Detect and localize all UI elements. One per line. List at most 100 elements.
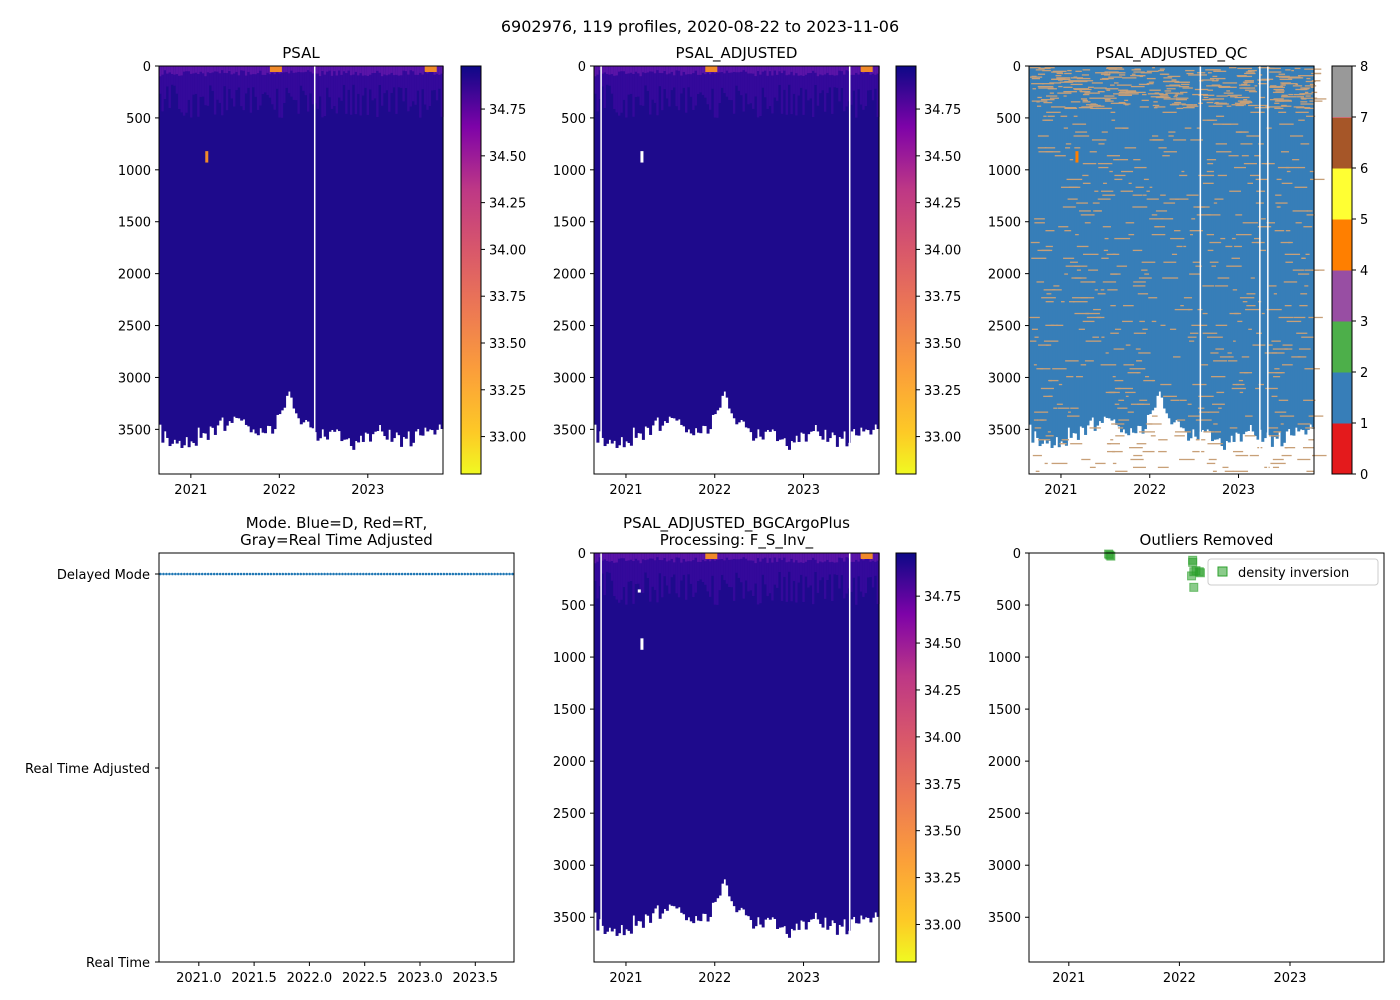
qc-flag-speck: [1102, 194, 1116, 196]
surface-layer: [309, 66, 313, 94]
colorbar-gradient: [461, 66, 481, 474]
qc-flag-speck: [1281, 364, 1293, 366]
mode-marker: [496, 572, 499, 576]
surface-layer: [768, 553, 772, 594]
surface-layer: [862, 66, 866, 110]
profile-column: [687, 66, 691, 430]
qc-flag-speck: [1034, 427, 1042, 429]
qc-flag-speck: [1169, 328, 1177, 330]
qc-flag-speck: [1128, 233, 1135, 236]
surface-layer: [629, 66, 633, 94]
mode-marker: [227, 572, 231, 576]
profile-column: [754, 553, 758, 927]
surface-layer: [831, 553, 835, 602]
surface-layer: [778, 66, 782, 85]
surface-layer: [651, 553, 655, 559]
surface-layer: [718, 66, 722, 104]
mode-marker: [463, 572, 467, 576]
surface-layer: [395, 66, 399, 75]
surface-layer: [275, 66, 279, 89]
qc-flag-speck: [1305, 427, 1315, 429]
surface-layer: [871, 66, 875, 101]
qc-flag-speck: [1285, 230, 1291, 232]
profile-column: [1261, 66, 1265, 442]
surface-layer: [673, 553, 677, 575]
mode-marker: [436, 572, 440, 576]
surface-layer: [711, 553, 715, 576]
surface-layer: [838, 553, 842, 589]
mode-marker: [296, 572, 300, 576]
qc-flag-speck: [1272, 466, 1280, 469]
profile-column: [653, 66, 657, 421]
profile-column: [1146, 66, 1150, 415]
qc-flag-speck: [1097, 293, 1106, 295]
surface-layer: [326, 66, 330, 88]
qc-flag-speck: [1082, 174, 1089, 177]
profile-column: [768, 553, 772, 920]
profile-column: [732, 553, 736, 907]
qc-flag-speck: [1297, 356, 1307, 358]
surface-layer: [603, 553, 607, 560]
profile-column: [1275, 66, 1279, 439]
qc-flag-speck: [1118, 89, 1129, 91]
qc-flag-speck: [1281, 94, 1288, 96]
qc-flag-speck: [1151, 233, 1166, 236]
surface-layer: [620, 553, 624, 559]
qc-flag-speck: [1232, 470, 1249, 472]
surface-layer: [199, 66, 203, 72]
surface-layer: [194, 66, 198, 94]
qc-flag-speck: [1250, 111, 1265, 113]
panel-title: PSAL_ADJUSTED: [676, 44, 798, 63]
qc-flag-speck: [1148, 81, 1155, 83]
surface-layer: [594, 553, 597, 564]
qc-flag-speck: [1268, 435, 1280, 437]
qc-flag-speck: [1112, 450, 1116, 453]
surface-layer: [823, 66, 827, 112]
profile-column: [874, 66, 878, 425]
surface-layer: [649, 66, 653, 72]
surface-layer: [204, 66, 208, 77]
qc-flag-speck: [1270, 85, 1277, 87]
qc-flag-speck: [1117, 72, 1126, 74]
mode-marker: [317, 572, 320, 576]
profile-column: [680, 553, 684, 913]
y-tick-label: 2500: [988, 807, 1021, 822]
profile-column: [764, 66, 768, 432]
qc-flag-speck: [1255, 178, 1268, 181]
qc-flag-speck: [1101, 257, 1109, 259]
profile-column: [163, 66, 167, 432]
mode-marker: [293, 572, 297, 576]
qc-flag-speck: [1181, 83, 1190, 86]
surface-layer: [240, 66, 244, 107]
profile-column: [244, 66, 248, 425]
profile-column: [235, 66, 239, 418]
surface-layer: [641, 553, 645, 593]
qc-flag-speck: [1130, 85, 1145, 88]
surface-layer: [720, 553, 724, 575]
surface-layer: [867, 66, 871, 91]
qc-flag-speck: [1162, 155, 1170, 157]
qc-flag-speck: [1224, 123, 1231, 125]
surface-layer: [776, 66, 780, 101]
qc-flag-speck: [1081, 74, 1090, 76]
profile-column: [828, 66, 832, 439]
surface-layer: [752, 553, 756, 561]
qc-flag-speck: [1306, 115, 1316, 117]
surface-layer: [649, 553, 653, 602]
surface-layer: [744, 66, 748, 94]
qc-flag-speck: [1165, 92, 1180, 94]
surface-layer: [598, 553, 602, 558]
profile-column: [218, 66, 222, 421]
y-tick-label: 2000: [988, 755, 1021, 770]
surface-layer: [653, 66, 657, 74]
surface-layer: [783, 66, 787, 71]
x-tick-label: 2023: [787, 483, 820, 498]
surface-layer: [773, 553, 777, 585]
surface-layer: [639, 66, 643, 77]
mode-marker: [224, 572, 228, 576]
surface-layer: [190, 66, 194, 74]
qc-flag-speck: [1133, 159, 1141, 161]
surface-layer: [783, 66, 787, 90]
surface-layer: [249, 66, 253, 113]
surface-layer: [711, 66, 715, 89]
